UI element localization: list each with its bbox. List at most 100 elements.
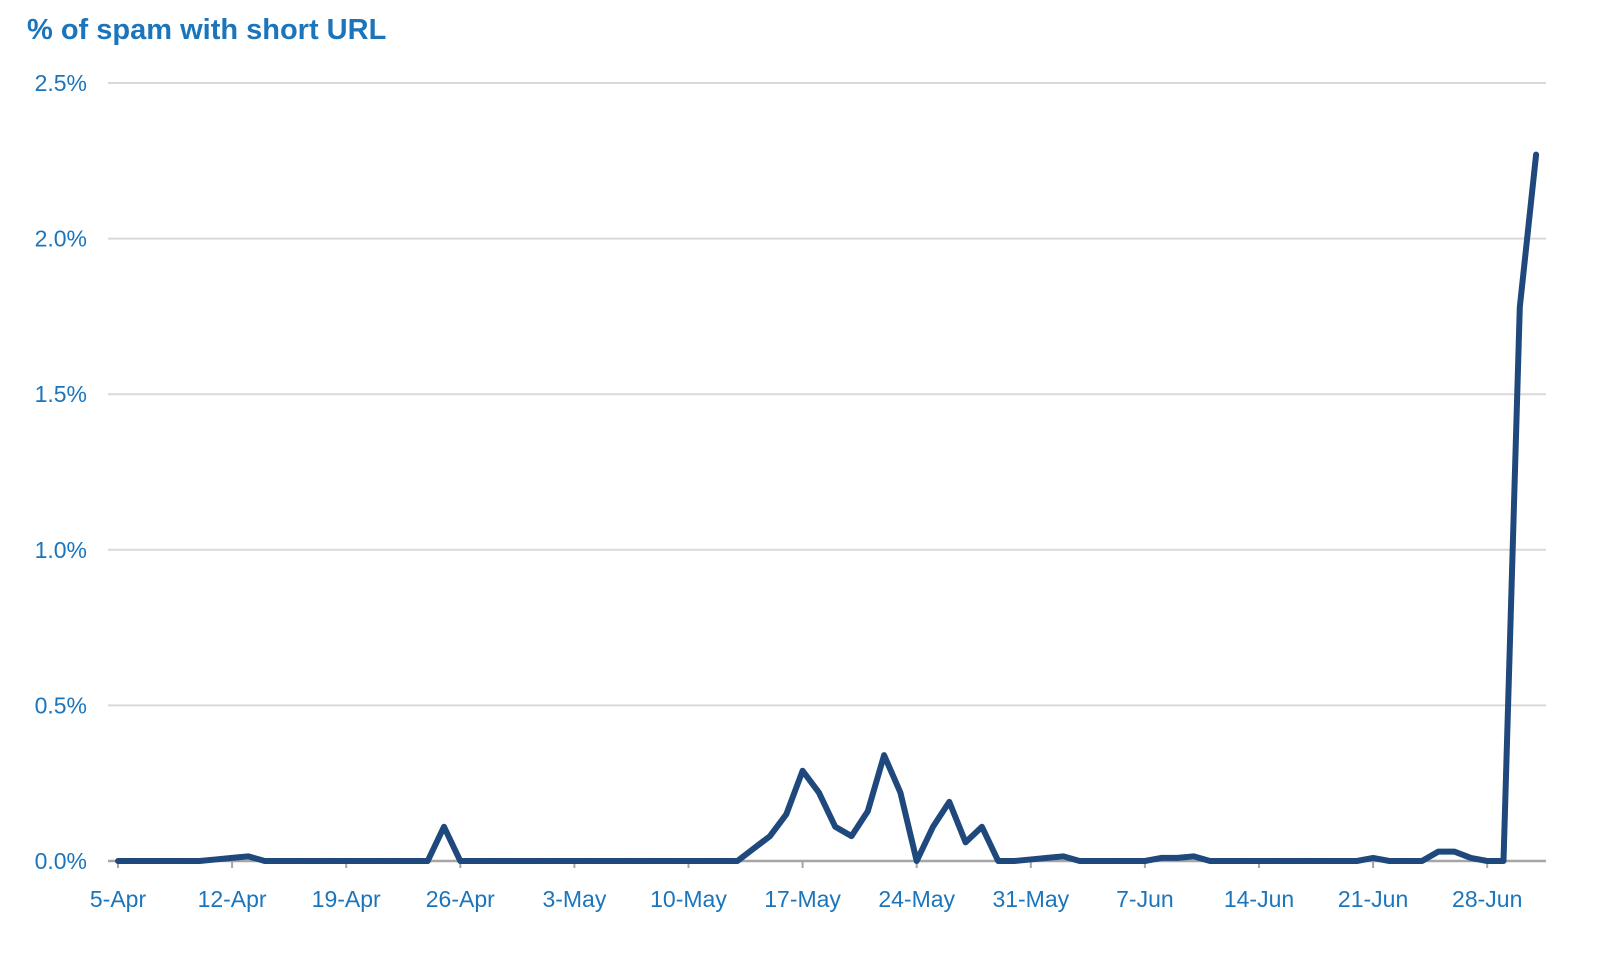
data-point [1289, 859, 1294, 863]
y-axis-tick-labels: 0.0% 0.5% 1.0% 1.5% 2.0% 2.5% [35, 70, 87, 874]
x-tick-label: 31-May [992, 886, 1069, 912]
data-point [865, 809, 870, 814]
data-point [800, 768, 805, 773]
data-point [719, 859, 724, 863]
data-point [898, 790, 903, 795]
gridlines [108, 82, 1546, 707]
data-point [947, 799, 952, 804]
data-point [442, 824, 446, 829]
y-tick-label: 1.5% [35, 381, 87, 407]
data-point [1354, 859, 1359, 863]
data-point [1420, 859, 1424, 863]
data-point [1142, 859, 1147, 863]
data-point [621, 859, 626, 863]
data-point [1436, 849, 1441, 854]
data-point [979, 824, 984, 829]
data-point [1387, 859, 1392, 863]
data-point [1322, 859, 1327, 863]
data-point [1452, 849, 1457, 854]
data-point [572, 859, 577, 863]
x-tick-label: 12-Apr [198, 886, 267, 912]
data-point [882, 753, 887, 758]
y-tick-label: 2.0% [35, 226, 87, 252]
x-tick-label: 7-Jun [1116, 886, 1174, 912]
data-point [1273, 859, 1278, 863]
data-point [213, 857, 218, 862]
data-point [1110, 859, 1115, 863]
data-point [539, 859, 544, 863]
data-point [1501, 859, 1506, 863]
data-point [376, 859, 381, 863]
data-point [1517, 305, 1522, 310]
data-point [425, 859, 430, 863]
x-tick-label: 28-Jun [1452, 886, 1522, 912]
data-point [1175, 855, 1180, 860]
x-tick-label: 10-May [650, 886, 727, 912]
y-tick-label: 2.5% [35, 70, 87, 96]
data-point [963, 840, 968, 845]
data-point [833, 824, 838, 829]
data-point [148, 859, 153, 863]
data-point [230, 855, 235, 860]
data-point [768, 834, 772, 839]
data-point [686, 859, 691, 863]
x-tick-label: 24-May [878, 886, 955, 912]
data-point [490, 859, 495, 863]
series-line [115, 151, 1540, 864]
data-point [132, 859, 137, 863]
x-tick-label: 14-Jun [1224, 886, 1294, 912]
data-point [393, 859, 398, 863]
x-tick-label: 5-Apr [90, 886, 147, 912]
data-point [816, 790, 821, 795]
data-point [1338, 859, 1343, 863]
x-tick-label: 17-May [764, 886, 841, 912]
data-point [523, 859, 528, 863]
data-point [588, 859, 593, 863]
x-tick-label: 19-Apr [312, 886, 381, 912]
data-point [931, 824, 935, 829]
data-point [735, 859, 740, 863]
data-point [409, 859, 414, 863]
data-point [849, 834, 854, 839]
data-point [1126, 859, 1131, 863]
chart-title: % of spam with short URL [27, 14, 387, 46]
data-point [164, 859, 169, 863]
data-point [1077, 859, 1082, 863]
data-point [605, 859, 609, 863]
y-tick-label: 0.5% [35, 692, 87, 718]
y-tick-label: 1.0% [35, 537, 87, 563]
data-point [360, 859, 365, 863]
x-tick-label: 21-Jun [1338, 886, 1408, 912]
data-point [637, 859, 642, 863]
data-point [1191, 854, 1196, 859]
data-point [197, 859, 202, 863]
data-point [458, 859, 463, 863]
y-tick-label: 0.0% [35, 848, 87, 874]
data-point [1012, 859, 1017, 863]
data-point [344, 859, 349, 863]
data-point [914, 859, 919, 863]
data-point [1485, 859, 1490, 863]
data-point [1468, 855, 1473, 860]
data-point [1305, 859, 1310, 863]
data-point [702, 859, 707, 863]
data-point [670, 859, 675, 863]
data-point [1224, 859, 1229, 863]
data-point [1534, 152, 1539, 157]
data-point [295, 859, 300, 863]
x-tick-label: 26-Apr [426, 886, 495, 912]
data-point [311, 859, 316, 863]
data-point [1257, 859, 1261, 863]
x-axis-tick-labels: 5-Apr 12-Apr 19-Apr 26-Apr 3-May 10-May 17-May… [90, 886, 1522, 912]
data-point [116, 859, 120, 863]
data-point [1094, 859, 1098, 863]
data-point [1045, 855, 1050, 860]
data-point [784, 812, 789, 817]
data-point [751, 846, 756, 851]
series-group [115, 151, 1540, 864]
data-point [1403, 859, 1408, 863]
data-point [1028, 857, 1033, 862]
data-point [1061, 854, 1066, 859]
data-point [507, 859, 512, 863]
